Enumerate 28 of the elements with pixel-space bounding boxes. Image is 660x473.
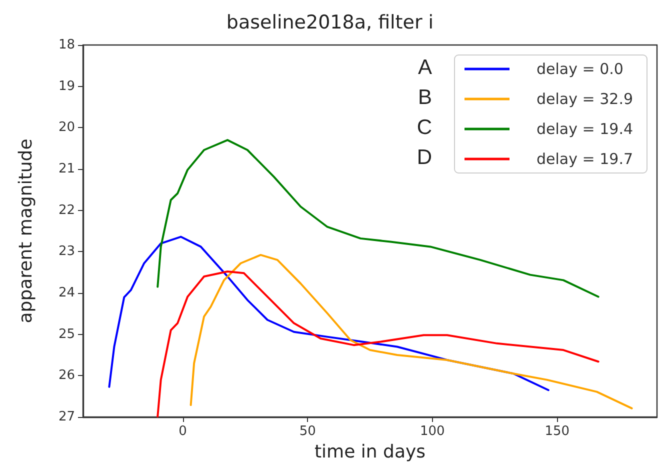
- legend-label: delay = 0.0: [536, 60, 624, 78]
- y-tick-label: 25: [58, 326, 75, 342]
- y-tick-label: 18: [58, 38, 75, 52]
- legend-label: delay = 19.7: [536, 150, 634, 168]
- annotation: C: [416, 116, 432, 139]
- line-series: [156, 139, 600, 298]
- line-series: [190, 254, 633, 410]
- y-tick-label: 23: [58, 244, 75, 260]
- y-axis-title: apparent magnitude: [16, 138, 36, 324]
- y-tick-label: 26: [58, 368, 75, 384]
- legend-label: delay = 19.4: [536, 120, 634, 138]
- x-axis-title: time in days: [314, 442, 426, 462]
- x-tick-label: 50: [299, 424, 316, 439]
- chart-title: baseline2018a, filter i: [226, 12, 434, 34]
- x-tick-label: 150: [544, 424, 570, 439]
- y-tick-label: 24: [58, 286, 75, 300]
- y-tick-label: 22: [58, 202, 75, 218]
- y-tick-label: 21: [58, 162, 75, 176]
- annotation: A: [418, 56, 432, 79]
- annotation: D: [416, 146, 432, 169]
- y-tick-label: 20: [58, 120, 75, 136]
- legend-label: delay = 32.9: [536, 90, 634, 108]
- x-tick-label: 0: [178, 424, 187, 439]
- annotation: B: [418, 86, 432, 109]
- y-tick-label: 19: [58, 78, 75, 94]
- line-series: [156, 270, 600, 418]
- x-tick-label: 100: [420, 424, 445, 439]
- y-tick-label: 27: [58, 410, 75, 424]
